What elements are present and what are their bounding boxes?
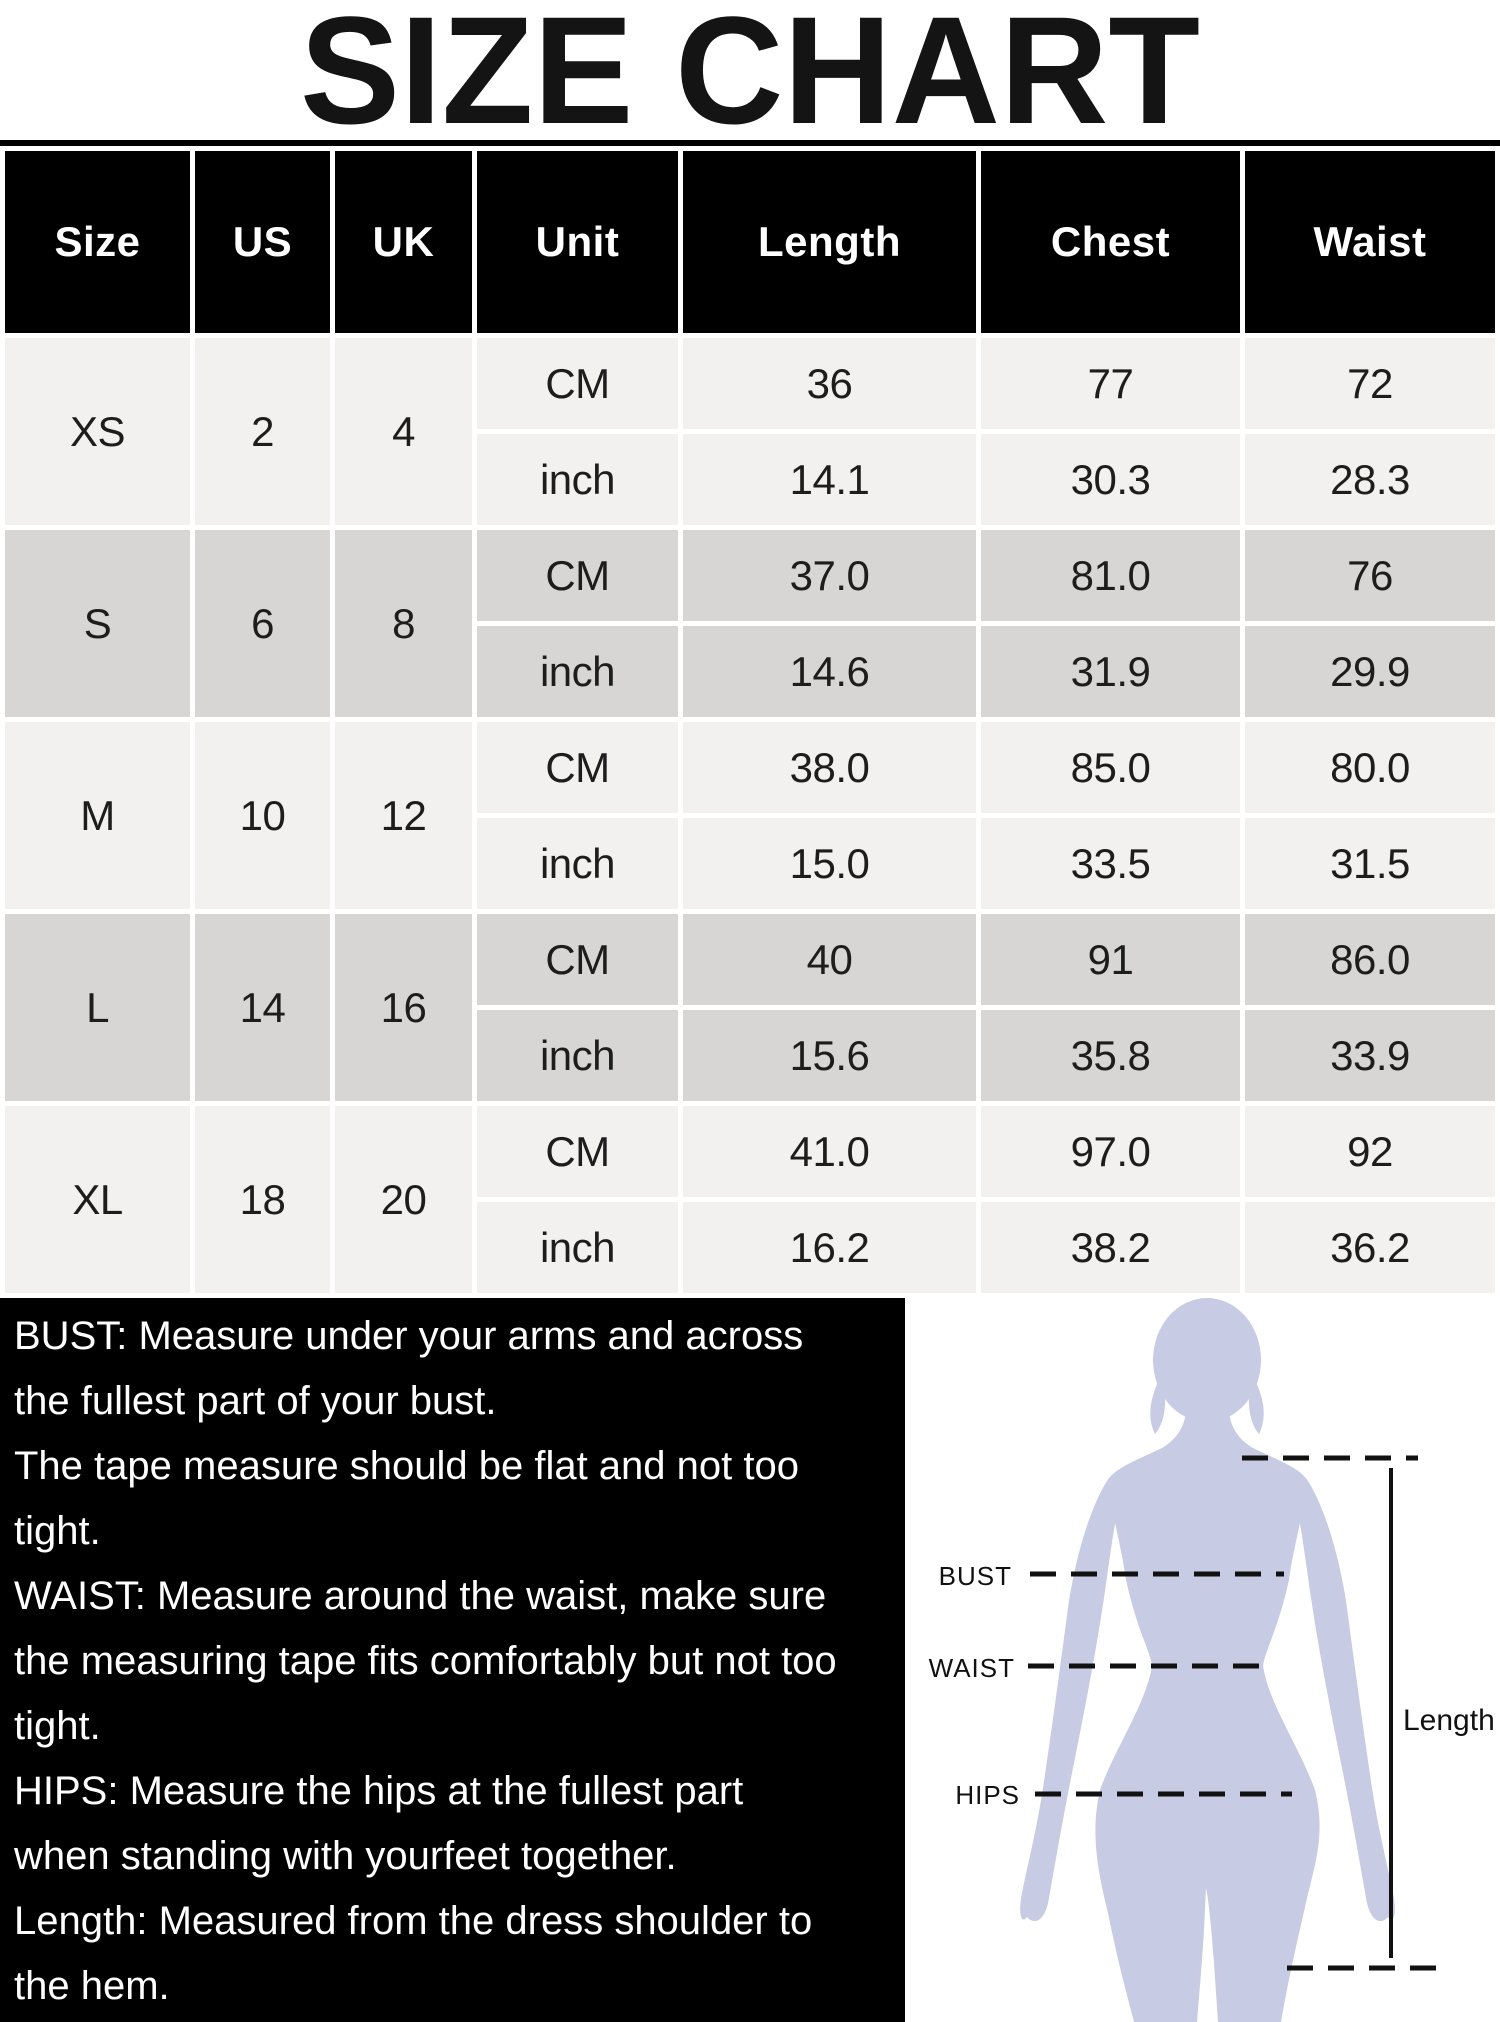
chest-cm-cell: 85.0 — [981, 722, 1240, 813]
size-row-xl-inch: inch 16.2 38.2 36.2 — [5, 1202, 1495, 1293]
unit-inch-cell: inch — [477, 434, 678, 525]
chest-cm-cell: 97.0 — [981, 1106, 1240, 1197]
unit-cm-cell: CM — [477, 530, 678, 621]
length-cm-cell: 40 — [683, 914, 976, 1005]
note-paragraph: The tape measure should be flat and not … — [14, 1444, 799, 1553]
waist-inch-cell: 33.9 — [1245, 1010, 1495, 1101]
chest-cm-cell: 81.0 — [981, 530, 1240, 621]
measurement-diagram: BUST WAIST HIPS Length — [900, 1298, 1500, 2022]
length-label: Length — [1403, 1704, 1495, 1737]
size-chart-header: Size US UK Unit Length Chest Waist — [5, 151, 1495, 333]
bottom-section: BUST: Measure under your arms and across… — [0, 1298, 1500, 2022]
size-row-l-inch: inch 15.6 35.8 33.9 — [5, 1010, 1495, 1101]
chest-inch-cell: 31.9 — [981, 626, 1240, 717]
uk-size-cell: 16 — [335, 914, 472, 1101]
chest-cm-cell: 91 — [981, 914, 1240, 1005]
size-row-s-inch: inch 14.6 31.9 29.9 — [5, 626, 1495, 717]
length-inch-cell: 15.0 — [683, 818, 976, 909]
uk-size-cell: 12 — [335, 722, 472, 909]
length-inch-cell: 15.6 — [683, 1010, 976, 1101]
column-header-size: Size — [5, 151, 190, 333]
waist-label: WAIST — [929, 1653, 1015, 1683]
waist-cm-cell: 86.0 — [1245, 914, 1495, 1005]
length-cm-cell: 37.0 — [683, 530, 976, 621]
waist-cm-cell: 80.0 — [1245, 722, 1495, 813]
column-header-length: Length — [683, 151, 976, 333]
us-size-cell: 6 — [195, 530, 330, 717]
size-chart-table: Size US UK Unit Length Chest Waist XS 2 4 CM 36 77 7… — [0, 146, 1500, 1298]
unit-cm-cell: CM — [477, 338, 678, 429]
size-row-xs-inch: inch 14.1 30.3 28.3 — [5, 434, 1495, 525]
unit-inch-cell: inch — [477, 626, 678, 717]
waist-cm-cell: 92 — [1245, 1106, 1495, 1197]
size-row-m-inch: inch 15.0 33.5 31.5 — [5, 818, 1495, 909]
size-cell: XL — [5, 1106, 190, 1293]
unit-inch-cell: inch — [477, 818, 678, 909]
chest-inch-cell: 30.3 — [981, 434, 1240, 525]
unit-cm-cell: CM — [477, 1106, 678, 1197]
note-paragraph: Length: Measured from the dress shoulder… — [14, 1899, 813, 2008]
size-row-xl-cm: XL 18 20 CM 41.0 97.0 92 — [5, 1106, 1495, 1293]
length-inch-cell: 16.2 — [683, 1202, 976, 1293]
waist-cm-cell: 76 — [1245, 530, 1495, 621]
chest-inch-cell: 33.5 — [981, 818, 1240, 909]
length-inch-cell: 14.1 — [683, 434, 976, 525]
size-cell: M — [5, 722, 190, 909]
hips-label: HIPS — [955, 1780, 1020, 1810]
column-header-us: US — [195, 151, 330, 333]
length-cm-cell: 41.0 — [683, 1106, 976, 1197]
uk-size-cell: 8 — [335, 530, 472, 717]
measuring-notes: BUST: Measure under your arms and across… — [0, 1298, 905, 2022]
note-paragraph: HIPS: Measure the hips at the fullest pa… — [14, 1769, 744, 1878]
waist-inch-cell: 29.9 — [1245, 626, 1495, 717]
measurement-lines — [1028, 1455, 1443, 1971]
column-header-chest: Chest — [981, 151, 1240, 333]
size-row-s-cm: S 6 8 CM 37.0 81.0 76 — [5, 530, 1495, 717]
size-cell: XS — [5, 338, 190, 525]
size-row-m-cm: M 10 12 CM 38.0 85.0 80.0 — [5, 722, 1495, 909]
size-row-xs-cm: XS 2 4 CM 36 77 72 — [5, 338, 1495, 525]
unit-cm-cell: CM — [477, 722, 678, 813]
note-paragraph: BUST: Measure under your arms and across… — [14, 1314, 804, 1423]
us-size-cell: 18 — [195, 1106, 330, 1293]
length-inch-cell: 14.6 — [683, 626, 976, 717]
waist-inch-cell: 28.3 — [1245, 434, 1495, 525]
bust-label: BUST — [939, 1561, 1012, 1591]
unit-inch-cell: inch — [477, 1010, 678, 1101]
table-top-border — [0, 140, 1500, 146]
waist-inch-cell: 36.2 — [1245, 1202, 1495, 1293]
size-row-l-cm: L 14 16 CM 40 91 86.0 — [5, 914, 1495, 1101]
uk-size-cell: 4 — [335, 338, 472, 525]
chest-inch-cell: 35.8 — [981, 1010, 1240, 1101]
size-cell: L — [5, 914, 190, 1101]
us-size-cell: 10 — [195, 722, 330, 909]
waist-cm-cell: 72 — [1245, 338, 1495, 429]
uk-size-cell: 20 — [335, 1106, 472, 1293]
size-cell: S — [5, 530, 190, 717]
page-title-area: SIZE CHART — [0, 0, 1500, 146]
us-size-cell: 14 — [195, 914, 330, 1101]
length-cm-cell: 38.0 — [683, 722, 976, 813]
unit-cm-cell: CM — [477, 914, 678, 1005]
us-size-cell: 2 — [195, 338, 330, 525]
length-cm-cell: 36 — [683, 338, 976, 429]
note-paragraph: WAIST: Measure around the waist, make su… — [14, 1574, 837, 1748]
waist-inch-cell: 31.5 — [1245, 818, 1495, 909]
column-header-waist: Waist — [1245, 151, 1495, 333]
chest-cm-cell: 77 — [981, 338, 1240, 429]
column-header-unit: Unit — [477, 151, 678, 333]
body-silhouette-icon — [1020, 1298, 1395, 2022]
unit-inch-cell: inch — [477, 1202, 678, 1293]
page-title: SIZE CHART — [300, 0, 1200, 156]
column-header-uk: UK — [335, 151, 472, 333]
chest-inch-cell: 38.2 — [981, 1202, 1240, 1293]
